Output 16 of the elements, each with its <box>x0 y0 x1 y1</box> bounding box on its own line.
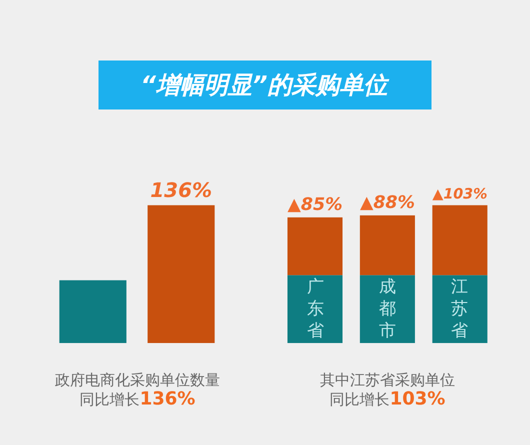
data-label: ▲88% <box>360 192 415 213</box>
data-label: ▲85% <box>287 195 342 216</box>
category-label: 成都市 <box>379 277 396 342</box>
bar <box>287 217 343 276</box>
data-label: ▲103% <box>432 186 488 203</box>
bar <box>287 275 343 344</box>
x-axis-title: 其中江苏省采购单位同比增长103% <box>320 371 455 410</box>
category-label: 广东省 <box>307 277 324 342</box>
x-axis-title: 政府电商化采购单位数量同比增长136% <box>55 371 220 410</box>
data-label: 136% <box>150 178 212 202</box>
bar <box>432 275 488 344</box>
category-label: 江苏省 <box>451 277 468 342</box>
bar <box>432 205 488 276</box>
chart-title: “增幅明显”的采购单位 <box>140 71 390 99</box>
bar <box>360 215 415 276</box>
bar <box>360 275 415 344</box>
